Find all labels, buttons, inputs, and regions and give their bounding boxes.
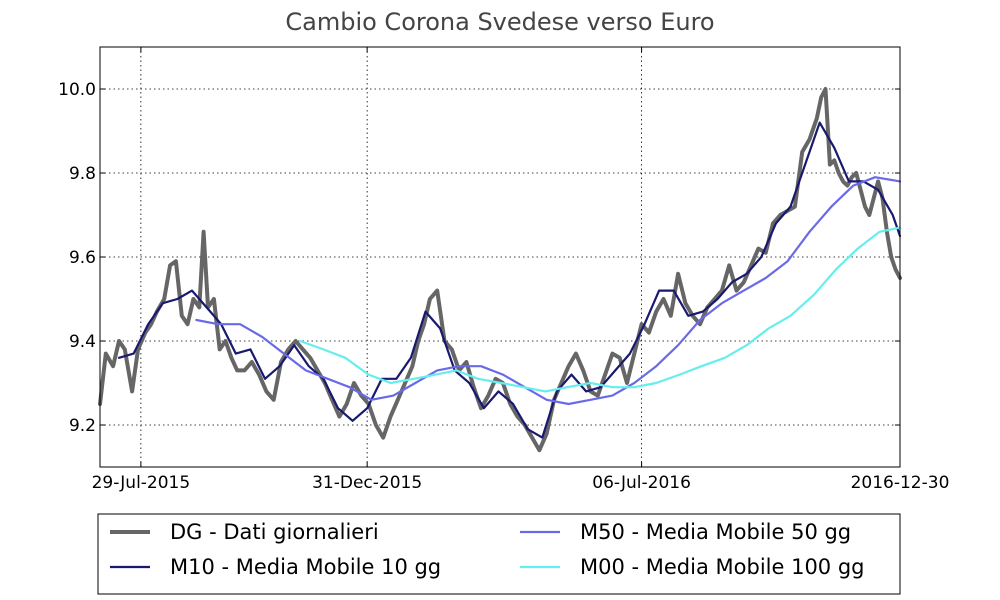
series-line-1: [117, 121, 902, 439]
legend: DG - Dati giornalieri M10 - Media Mobile …: [97, 513, 901, 595]
y-tick-label: 9.2: [69, 416, 96, 436]
legend-label-0: DG - Dati giornalieri: [170, 520, 379, 544]
x-tick-label: 2016-12-30: [851, 473, 950, 493]
y-axis: 9.2 9.4 9.6 9.8 10.0: [58, 80, 900, 436]
x-tick-label: 31-Dec-2015: [312, 473, 422, 493]
x-tick-label: 06-Jul-2016: [592, 473, 691, 493]
grid-layer: [100, 47, 901, 467]
legend-label-2: M50 - Media Mobile 50 gg: [580, 520, 851, 544]
legend-label-1: M10 - Media Mobile 10 gg: [170, 555, 441, 579]
chart-title: Cambio Corona Svedese verso Euro: [285, 8, 714, 36]
legend-box: [97, 513, 901, 595]
legend-label-3: M00 - Media Mobile 100 gg: [580, 555, 865, 579]
y-tick-label: 9.8: [69, 164, 96, 184]
series-line-0: [98, 87, 902, 453]
series-line-2: [195, 176, 902, 406]
series-layer: [98, 87, 902, 453]
y-tick-label: 9.6: [69, 248, 96, 268]
y-tick-label: 10.0: [58, 80, 96, 100]
series-line-3: [298, 226, 902, 393]
x-tick-label: 29-Jul-2015: [92, 473, 191, 493]
x-axis: 29-Jul-2015 31-Dec-2015 06-Jul-2016 2016-12…: [92, 47, 950, 493]
legend-entries: DG - Dati giornalieri M10 - Media Mobile …: [110, 520, 865, 579]
y-tick-label: 9.4: [69, 332, 96, 352]
